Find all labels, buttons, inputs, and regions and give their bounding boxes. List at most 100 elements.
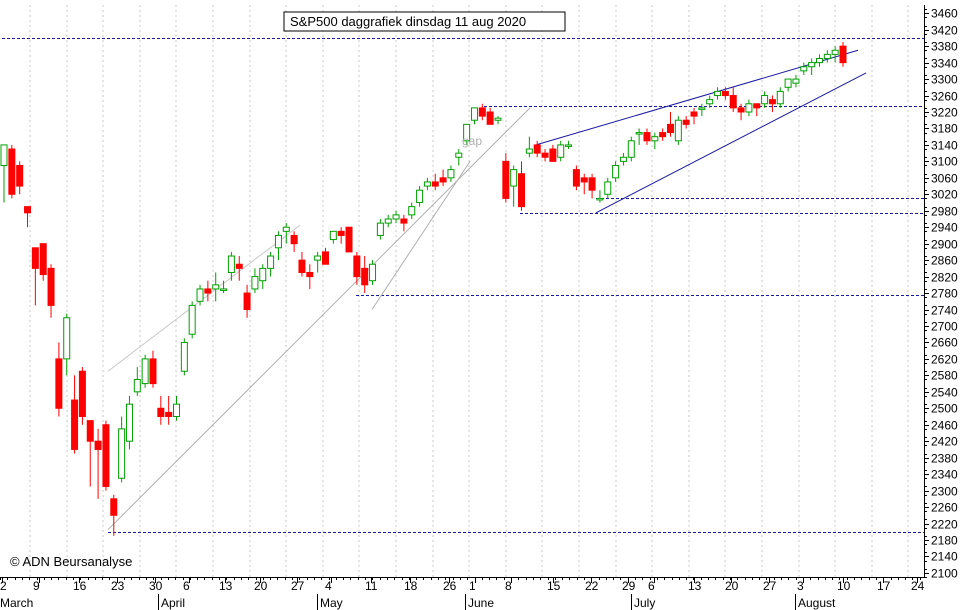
candle-body xyxy=(423,181,431,187)
candle xyxy=(212,272,220,302)
candle xyxy=(682,116,690,129)
x-tick-label: 10 xyxy=(837,579,851,593)
x-tick-label: 8 xyxy=(505,579,512,593)
candle-body xyxy=(823,53,831,59)
candle xyxy=(384,214,392,228)
candle-body xyxy=(792,78,800,84)
y-tick-label: 2180 xyxy=(931,534,958,548)
candle-body xyxy=(698,107,706,110)
candle-body xyxy=(86,420,94,442)
candle xyxy=(659,128,667,141)
candle xyxy=(831,46,839,63)
x-tick-label: 22 xyxy=(585,579,599,593)
y-tick-label: 2140 xyxy=(931,550,958,564)
candle xyxy=(321,247,329,265)
candle-body xyxy=(518,173,526,208)
candle xyxy=(369,260,377,285)
candle xyxy=(533,140,541,158)
y-tick-label: 3380 xyxy=(931,40,958,54)
x-tick-label: 2 xyxy=(0,579,7,593)
x-tick-label: 6 xyxy=(648,579,655,593)
candle xyxy=(596,190,604,203)
y-tick-label: 2300 xyxy=(931,485,958,499)
x-tick-label: 20 xyxy=(254,579,268,593)
candle xyxy=(290,231,298,252)
candle-body xyxy=(463,123,471,142)
candle xyxy=(800,62,808,75)
x-tick-label: 1 xyxy=(469,579,476,593)
candle xyxy=(8,144,16,199)
candle xyxy=(39,243,47,281)
candle-body xyxy=(384,218,392,224)
candle-body xyxy=(110,498,118,516)
candle-body xyxy=(306,271,314,278)
candle xyxy=(580,173,588,195)
y-tick-label: 3260 xyxy=(931,90,958,104)
grid-layer xyxy=(29,5,909,577)
candle-body xyxy=(690,111,698,117)
candle xyxy=(572,165,580,191)
candle xyxy=(776,87,784,108)
candle-body xyxy=(416,189,424,204)
candle xyxy=(0,144,8,203)
y-tick-label: 2580 xyxy=(931,369,958,383)
candle-body xyxy=(470,107,478,121)
candle-body xyxy=(596,197,604,201)
candle-body xyxy=(659,132,667,138)
candle-body xyxy=(439,177,447,183)
candles xyxy=(0,42,847,536)
candle xyxy=(361,256,369,294)
candle xyxy=(565,140,573,150)
candle-body xyxy=(220,288,228,291)
x-tick-label: 11 xyxy=(365,579,378,593)
y-tick-label: 3180 xyxy=(931,122,958,136)
candle xyxy=(839,42,847,67)
candle-body xyxy=(282,226,290,232)
candle-body xyxy=(149,358,157,385)
candle xyxy=(353,251,361,285)
y-tick-label: 2380 xyxy=(931,452,958,466)
y-tick-label: 2340 xyxy=(931,468,958,482)
chart-title: S&P500 daggrafiek dinsdag 11 aug 2020 xyxy=(290,14,526,29)
candle-body xyxy=(227,255,235,273)
candle-body xyxy=(714,90,722,97)
candle xyxy=(306,264,314,289)
candle xyxy=(149,350,157,388)
candle-body xyxy=(831,49,839,55)
candle-body xyxy=(204,288,212,294)
candle-body xyxy=(745,103,753,113)
candle-body xyxy=(572,169,580,187)
y-tick-label: 2780 xyxy=(931,287,958,301)
candle xyxy=(439,169,447,187)
x-tick-label: 3 xyxy=(797,579,804,593)
y-tick-label: 2700 xyxy=(931,320,958,334)
candle xyxy=(243,284,251,318)
candle xyxy=(486,107,494,125)
candle-body xyxy=(314,255,322,261)
candle xyxy=(768,95,776,112)
x-tick-label: 4 xyxy=(325,579,332,593)
candle-body xyxy=(494,117,502,121)
candle-body xyxy=(31,247,39,269)
candle-body xyxy=(815,57,823,64)
candle xyxy=(643,128,651,145)
candle-body xyxy=(24,206,32,214)
candle-body xyxy=(133,378,141,393)
candle xyxy=(706,95,714,108)
candle xyxy=(110,494,118,536)
x-tick-label: 15 xyxy=(547,579,561,593)
candle xyxy=(674,116,682,145)
candle xyxy=(510,165,518,207)
x-tick-label: 6 xyxy=(183,579,190,593)
candle-body xyxy=(776,90,784,105)
candle xyxy=(298,251,306,277)
x-month-label: July xyxy=(634,596,655,610)
candle-body xyxy=(565,144,573,147)
candle-body xyxy=(63,317,71,360)
y-tick-label: 3300 xyxy=(931,73,958,87)
candle xyxy=(337,227,345,244)
candle xyxy=(792,74,800,88)
candle-body xyxy=(502,160,510,199)
candle-body xyxy=(78,370,86,418)
grey-uptrend-support xyxy=(107,107,531,531)
